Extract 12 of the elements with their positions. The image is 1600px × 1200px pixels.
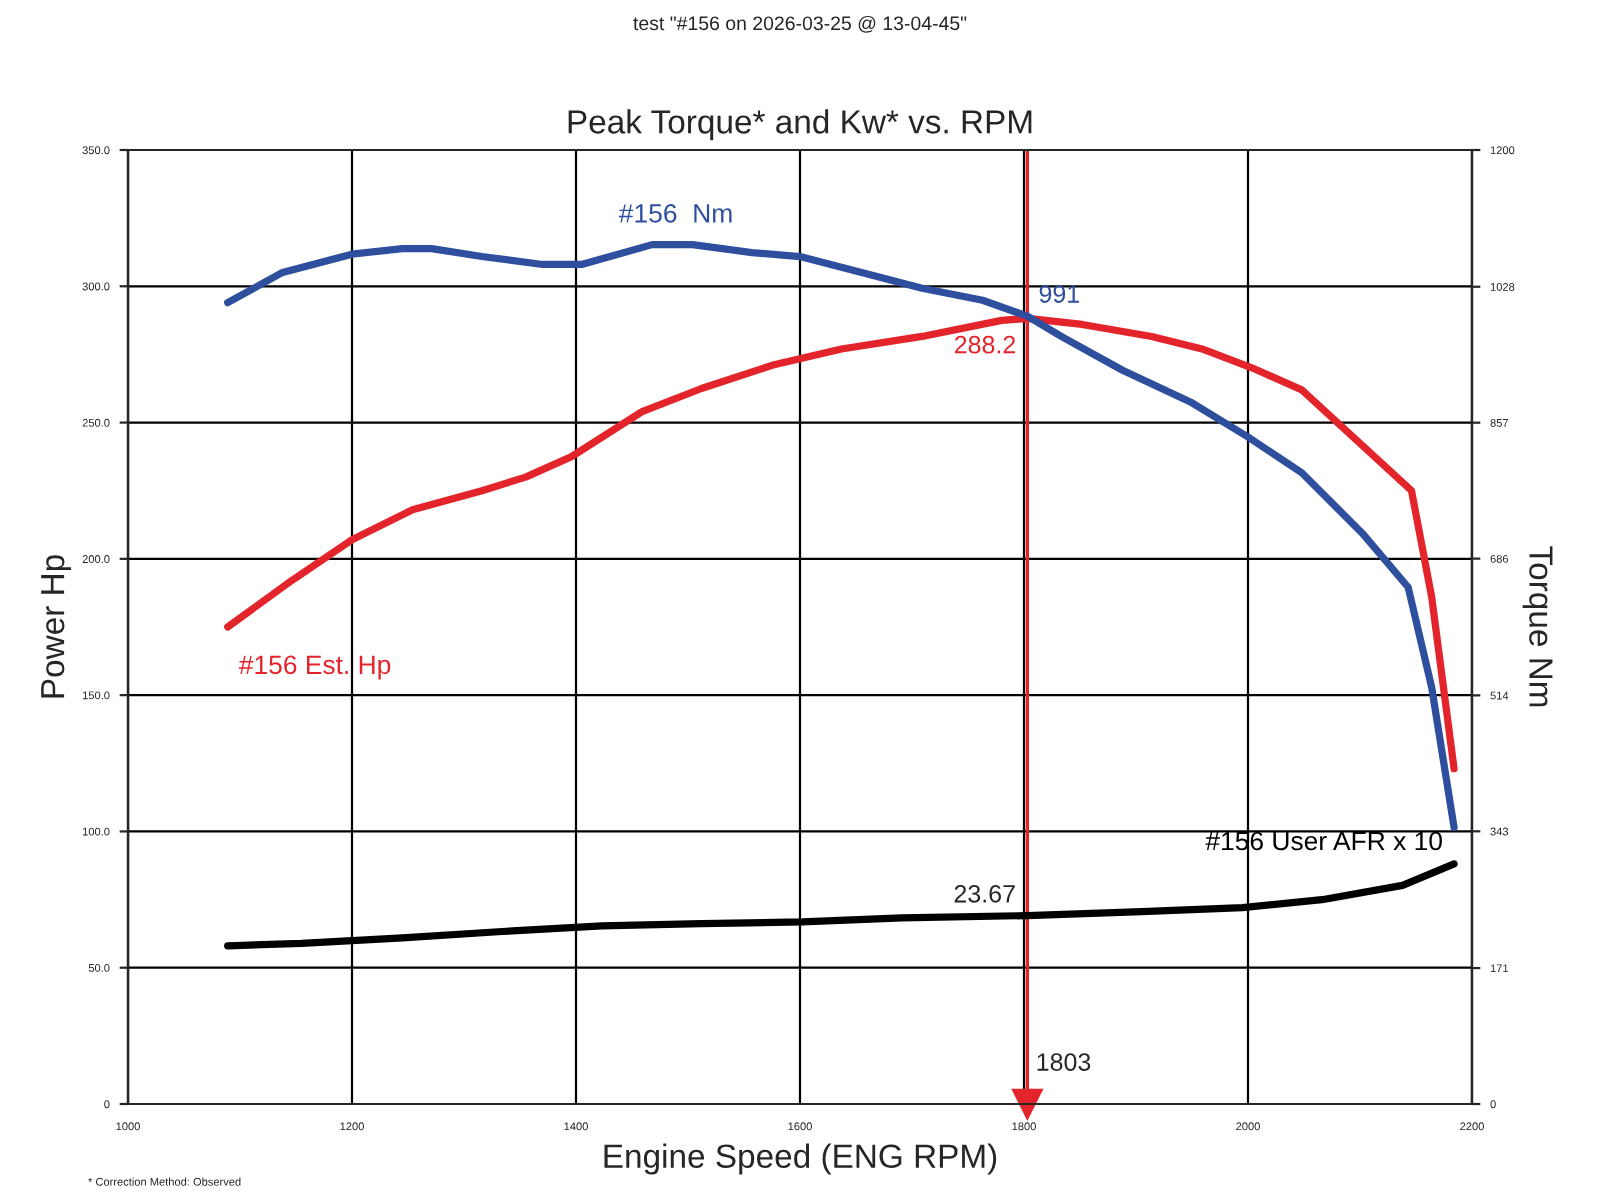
- y2-axis-title: Torque Nm: [1522, 546, 1553, 707]
- data-label: 288.2: [954, 335, 1015, 354]
- data-label: 991: [1039, 285, 1079, 303]
- chart-title: Peak Torque* and Kw* vs. RPM: [568, 109, 1032, 141]
- y-axis-title: Power Hp: [41, 555, 72, 698]
- line-series: [224, 241, 1458, 831]
- annotation: 23.67: [954, 884, 1015, 903]
- series-label: #156 Est. Hp: [238, 655, 391, 680]
- series-label: #156 Nm: [618, 204, 732, 223]
- x-axis-title: Engine Speed (ENG RPM): [604, 1143, 997, 1175]
- ref-line-label: 1803: [1037, 1053, 1091, 1071]
- chart-subtitle: test "#156 on 2026-03-25 @ 13-04-45": [633, 15, 967, 33]
